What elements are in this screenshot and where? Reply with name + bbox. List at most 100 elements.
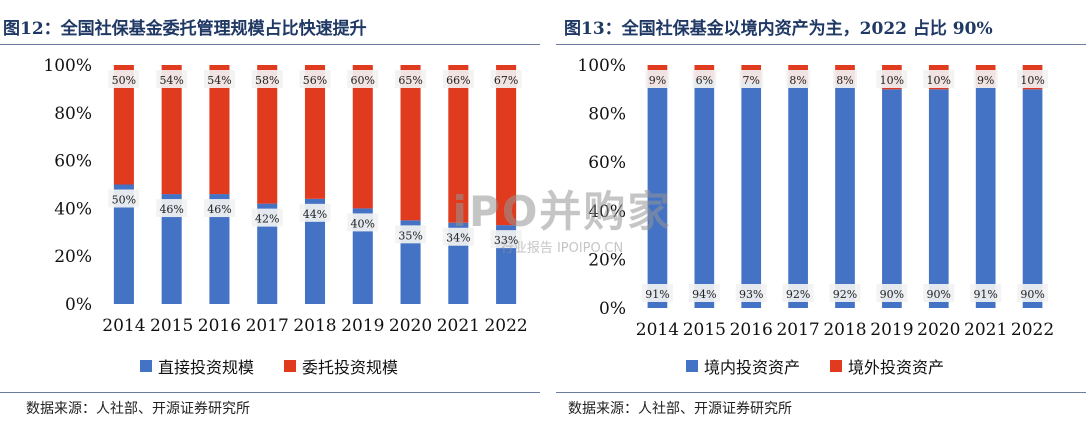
source-divider-left — [0, 392, 540, 393]
data-label-box — [1017, 284, 1049, 302]
bar-segment — [257, 65, 278, 204]
data-label: 34% — [446, 232, 470, 245]
data-label-box — [923, 70, 955, 88]
bar-segment — [835, 84, 855, 308]
y-tick-label: 20% — [54, 247, 92, 267]
data-label: 67% — [494, 74, 518, 87]
data-label-box — [203, 199, 235, 218]
bar-segment — [161, 65, 182, 195]
data-label-box — [735, 284, 767, 302]
data-label: 66% — [446, 74, 470, 87]
data-label-box — [490, 70, 522, 88]
bar-segment — [694, 79, 715, 308]
legend-swatch-red — [830, 360, 843, 372]
legend-swatch-blue — [686, 360, 698, 372]
title-divider-right — [556, 44, 1086, 45]
x-tick-label: 2014 — [102, 316, 145, 336]
x-tick-label: 2020 — [917, 320, 960, 340]
data-label: 56% — [303, 74, 327, 87]
x-tick-label: 2014 — [636, 320, 679, 340]
x-tick-label: 2016 — [730, 320, 773, 340]
data-label: 33% — [494, 234, 518, 247]
bar-segment — [448, 65, 469, 223]
data-label-box — [108, 70, 140, 88]
legend-item-direct: 直接投资规模 — [140, 354, 254, 378]
x-tick-label: 2022 — [1011, 320, 1054, 340]
data-label-box — [156, 70, 188, 88]
x-tick-label: 2018 — [823, 320, 866, 340]
legend-left: 直接投资规模 委托投资规模 — [140, 354, 398, 378]
y-tick-label: 0% — [599, 299, 626, 319]
bar-segment — [400, 65, 421, 221]
x-tick-label: 2019 — [870, 320, 913, 340]
data-label: 9% — [977, 74, 994, 87]
y-tick-label: 80% — [588, 105, 626, 125]
data-label-box — [299, 203, 331, 222]
legend-item-entrusted: 委托投资规模 — [284, 354, 398, 378]
x-tick-label: 2019 — [341, 316, 384, 336]
bar-segment — [304, 198, 326, 304]
bar-segment — [161, 194, 182, 304]
chart-title-right: 图13：全国社保基金以境内资产为主，2022 占比 90% — [564, 19, 993, 39]
data-label: 90% — [927, 288, 951, 301]
bar-segment — [788, 84, 808, 308]
x-tick-label: 2021 — [437, 316, 480, 336]
data-label: 93% — [739, 288, 763, 301]
data-label: 46% — [159, 203, 183, 216]
bar-segment — [882, 89, 902, 308]
data-label: 50% — [112, 194, 136, 207]
x-tick-label: 2015 — [683, 320, 726, 340]
bar-segment — [113, 65, 134, 185]
data-label: 94% — [692, 288, 716, 301]
y-tick-label: 0% — [65, 295, 92, 315]
data-label-box — [645, 70, 670, 88]
bar-segment — [113, 184, 134, 304]
data-label-box — [442, 70, 474, 88]
legend-label: 直接投资规模 — [158, 358, 255, 377]
source-divider-right — [556, 392, 1086, 393]
data-label-box — [251, 70, 283, 88]
data-label: 10% — [880, 74, 904, 87]
source-note-right: 数据来源：人社部、开源证券研究所 — [568, 401, 792, 417]
bar-segment — [352, 65, 373, 209]
legend-label: 委托投资规模 — [302, 358, 399, 377]
data-label-box — [688, 284, 720, 302]
data-label-box — [782, 284, 814, 302]
data-label-box — [970, 284, 1002, 302]
bar-segment — [209, 65, 230, 195]
data-label: 10% — [1020, 74, 1044, 87]
legend-right: 境内投资资产 境外投资资产 — [686, 354, 944, 378]
legend-swatch-blue — [140, 360, 152, 372]
data-label-box — [347, 70, 379, 88]
legend-item-domestic: 境内投资资产 — [686, 354, 800, 378]
data-label-box — [641, 284, 673, 302]
data-label-box — [973, 70, 998, 88]
chart-panel-right: 图13：全国社保基金以境内资产为主，2022 占比 90% 0% 20% 40% 60… — [556, 0, 1086, 433]
data-label-box — [786, 70, 811, 88]
data-label: 91% — [973, 288, 997, 301]
y-tick-label: 60% — [54, 152, 92, 172]
data-label: 54% — [159, 74, 183, 87]
data-label: 90% — [880, 288, 904, 301]
x-tick-label: 2022 — [484, 316, 527, 336]
data-label: 90% — [1020, 288, 1044, 301]
bar-segment — [1022, 89, 1043, 308]
data-label: 40% — [351, 217, 375, 230]
data-label-box — [299, 70, 331, 88]
data-label-box — [395, 70, 427, 88]
bar-segment — [352, 208, 373, 304]
y-tick-label: 40% — [588, 202, 626, 222]
data-label: 65% — [398, 74, 422, 87]
data-label-box — [692, 70, 717, 88]
data-label: 7% — [742, 74, 759, 87]
data-label: 9% — [649, 74, 666, 87]
bar-segment — [257, 203, 278, 304]
y-tick-label: 40% — [54, 199, 92, 219]
data-label: 42% — [255, 213, 279, 226]
x-tick-label: 2020 — [389, 316, 432, 336]
data-label: 54% — [207, 74, 231, 87]
data-label-box — [347, 213, 379, 232]
chart-title-left: 图12：全国社保基金委托管理规模占比快速提升 — [3, 19, 367, 39]
y-tick-label: 100% — [577, 56, 626, 76]
bar-segment — [209, 194, 230, 304]
